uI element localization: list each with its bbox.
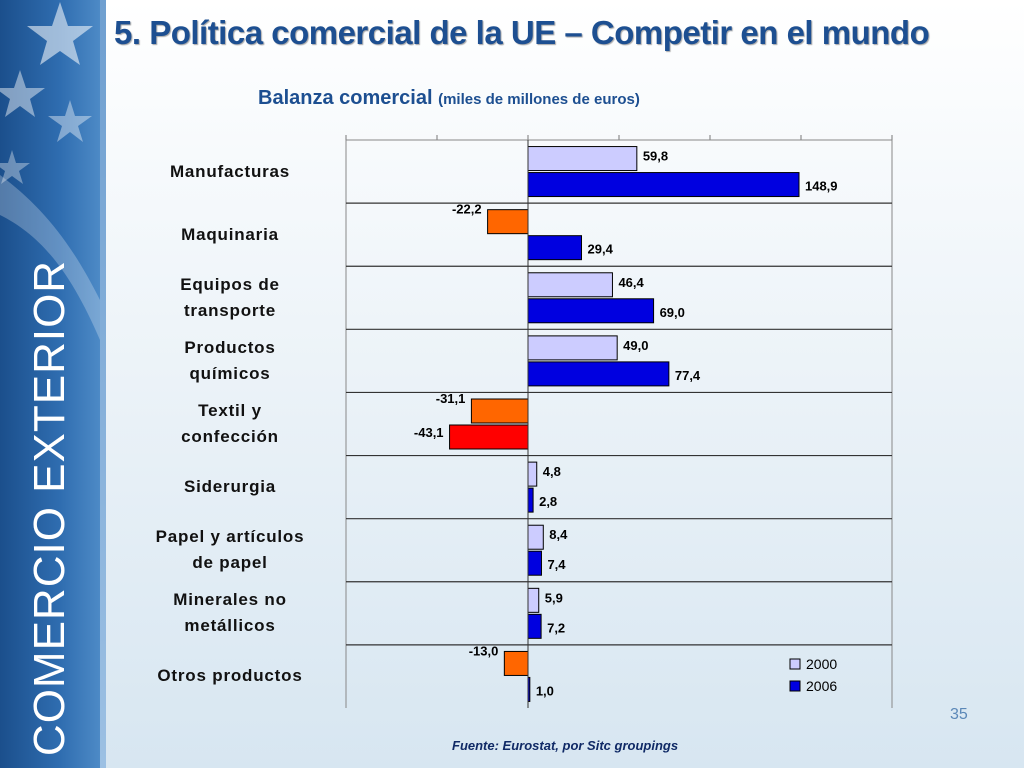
data-label-2006: 1,0 [536,683,554,698]
data-label-2006: 148,9 [805,179,838,194]
slide-number: 35 [950,706,968,723]
bar-2006 [527,235,583,261]
bar-2000 [527,335,618,361]
category-label: Siderurgia [130,474,330,500]
data-label-2000: -22,2 [452,202,482,217]
bar-2000 [527,587,540,613]
bar-2006 [527,487,534,513]
data-label-2006: 2,8 [539,494,557,509]
bar-2000 [503,650,529,676]
bar-2006 [527,550,542,576]
category-label: Papel y artículos de papel [130,524,330,576]
bar-2000 [527,272,613,298]
subtitle-main: Balanza comercial [258,87,433,109]
bar-2000 [527,146,638,172]
subtitle-units: (miles de millones de euros) [438,91,640,108]
chart-subtitle: Balanza comercial (miles de millones de … [258,87,640,110]
bar-2006 [527,613,542,639]
category-label-line: Productos [184,337,276,357]
category-label: Manufacturas [130,159,330,185]
legend-swatch-2006 [789,680,801,692]
data-label-2006: 7,4 [547,557,566,572]
category-label: Maquinaria [130,222,330,248]
side-band: COMERCIO EXTERIOR [0,0,100,768]
category-label-line: Minerales no [173,590,287,610]
data-label-2000: -31,1 [436,391,466,406]
data-label-2000: 49,0 [623,338,648,353]
bar-2000 [470,398,529,424]
data-label-2000: 8,4 [549,527,568,542]
category-label: Equipos de transporte [130,272,330,324]
source-note: Fuente: Eurostat, por Sitc groupings [452,738,679,753]
bar-2006 [527,361,670,387]
data-label-2006: 29,4 [588,242,614,257]
bar-2000 [487,209,529,235]
legend-label-2000: 2000 [806,656,837,672]
legend-swatch-2000 [789,658,801,670]
category-label: Otros productos [130,663,330,689]
data-label-2000: 4,8 [543,464,561,479]
slide-title: 5. Política comercial de la UE – Competi… [114,14,930,51]
data-label-2000: 59,8 [643,149,668,164]
data-label-2006: 77,4 [675,368,701,383]
category-label-line: químicos [189,363,271,383]
bar-2000 [527,461,538,487]
category-label-line: Equipos de [180,274,280,294]
category-label: Minerales no metállicos [130,587,330,639]
bar-2006 [449,424,529,450]
data-label-2006: 7,2 [547,620,565,635]
data-label-2000: -13,0 [469,643,499,658]
data-label-2006: -43,1 [414,425,444,440]
bar-2006 [527,172,800,198]
category-label: Textil y confección [130,398,330,450]
category-label-line: Otros productos [157,666,303,686]
data-label-2000: 46,4 [618,275,644,290]
data-label-2000: 5,9 [545,590,563,605]
category-label-line: confección [181,427,279,446]
category-label-line: Siderurgia [183,477,277,497]
category-label-line: transporte [183,300,277,320]
category-label-line: Manufacturas [169,161,291,181]
category-label-line: Papel y artículos [155,527,305,547]
category-label-line: de papel [192,553,268,573]
bar-2006 [527,298,655,324]
data-label-2006: 69,0 [660,305,685,320]
category-label-line: metállicos [184,616,276,636]
category-label-line: Maquinaria [181,224,279,244]
eu-stars-decoration [0,2,100,340]
category-label: Productos químicos [130,335,330,387]
side-stripe [100,0,106,768]
category-label-line: Textil y [198,401,262,420]
bar-2000 [527,524,544,550]
legend-label-2006: 2006 [806,678,837,694]
